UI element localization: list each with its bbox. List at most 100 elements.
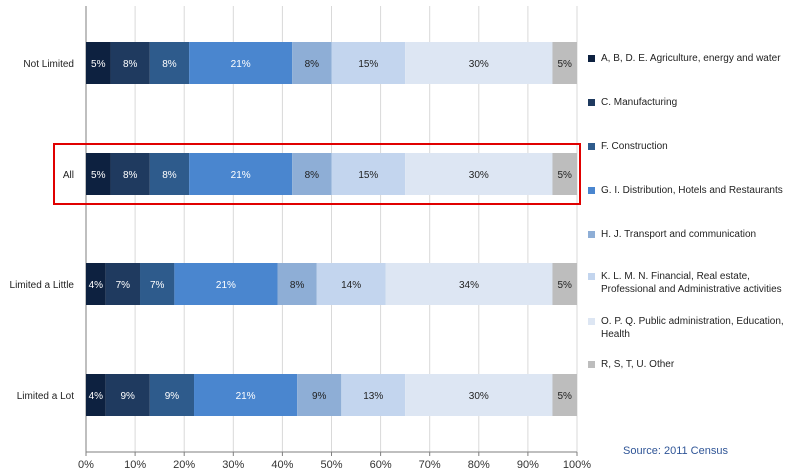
legend-swatch [588,273,595,280]
legend-item: K. L. M. N. Financial, Real estate, Prof… [588,270,788,296]
data-label: 9% [121,391,136,402]
x-tick-label: 0% [78,459,94,471]
data-label: 21% [236,391,256,402]
data-label: 30% [469,170,489,181]
data-label: 34% [459,280,479,291]
highlight-box [53,143,581,205]
data-label: 21% [216,280,236,291]
x-tick-label: 90% [517,459,539,471]
bar-segment [552,374,577,416]
bar-segment [552,42,577,84]
data-label: 13% [363,391,383,402]
data-label: 8% [290,280,305,291]
data-label: 4% [89,280,104,291]
bar-segment [331,153,406,195]
legend-item: G. I. Distribution, Hotels and Restauran… [588,184,788,197]
legend-item: A, B, D. E. Agriculture, energy and wate… [588,52,788,65]
legend-item: H. J. Transport and communication [588,228,788,241]
legend-swatch [588,231,595,238]
legend-swatch [588,55,595,62]
data-label: 21% [231,59,251,70]
data-label: 8% [305,170,320,181]
x-tick-label: 100% [563,459,591,471]
data-label: 5% [557,59,572,70]
bar-segment [194,374,298,416]
legend-label: R, S, T, U. Other [601,359,675,370]
legend-swatch [588,318,595,325]
legend-swatch [588,187,595,194]
data-label: 8% [305,59,320,70]
bar-segment [405,42,553,84]
bar-segment [292,153,332,195]
data-label: 5% [557,391,572,402]
bar-segment [552,263,577,305]
data-label: 8% [162,59,177,70]
legend-item: O. P. Q. Public administration, Educatio… [588,315,788,341]
data-label: 30% [469,59,489,70]
bar-segment [189,42,293,84]
legend: A, B, D. E. Agriculture, energy and wate… [588,0,790,430]
legend-item: R, S, T, U. Other [588,358,788,371]
x-tick-label: 40% [271,459,293,471]
bar-segment [316,263,386,305]
data-label: 4% [89,391,104,402]
bar-segment [105,374,150,416]
legend-label: C. Manufacturing [601,97,678,108]
bar-segment [86,153,111,195]
data-label: 14% [341,280,361,291]
legend-swatch [588,361,595,368]
bar-segment [140,263,175,305]
data-label: 15% [358,170,378,181]
bar-segment [297,374,342,416]
bar-segment [149,374,195,416]
data-label: 21% [231,170,251,181]
bar-segment [331,42,406,84]
x-tick-label: 30% [222,459,244,471]
data-label: 8% [123,59,138,70]
legend-item: C. Manufacturing [588,96,788,109]
bar-segment [174,263,278,305]
data-label: 5% [557,170,572,181]
x-tick-label: 80% [468,459,490,471]
bar-segment [149,42,190,84]
category-label: Limited a Little [10,280,75,291]
legend-label: O. P. Q. Public administration, Educatio… [601,316,784,340]
bar-segment [385,263,553,305]
bar-segment [105,263,141,305]
x-tick-label: 70% [419,459,441,471]
legend-label: A, B, D. E. Agriculture, energy and wate… [601,53,781,64]
bar-segment [405,153,553,195]
source-note: Source: 2011 Census [623,445,728,457]
data-label: 8% [123,170,138,181]
x-tick-label: 60% [370,459,392,471]
category-label: Limited a Lot [17,391,74,402]
data-label: 15% [358,59,378,70]
data-label: 30% [469,391,489,402]
x-tick-label: 50% [320,459,342,471]
bar-segment [86,263,106,305]
data-label: 8% [162,170,177,181]
bar-segment [341,374,406,416]
data-label: 5% [91,59,106,70]
legend-label: F. Construction [601,141,668,152]
data-label: 7% [116,280,131,291]
bar-segment [277,263,317,305]
bar-segment [110,153,150,195]
legend-label: H. J. Transport and communication [601,229,757,240]
category-label: All [63,170,74,181]
category-label: Not Limited [23,59,74,70]
x-tick-label: 20% [173,459,195,471]
bar-segment [149,153,190,195]
legend-item: F. Construction [588,140,788,153]
x-tick-label: 10% [124,459,146,471]
bar-segment [189,153,293,195]
bar-segment [86,374,106,416]
legend-swatch [588,99,595,106]
bar-segment [292,42,332,84]
data-label: 9% [165,391,180,402]
data-label: 7% [150,280,165,291]
data-label: 5% [91,170,106,181]
data-label: 5% [557,280,572,291]
bar-segment [86,42,111,84]
